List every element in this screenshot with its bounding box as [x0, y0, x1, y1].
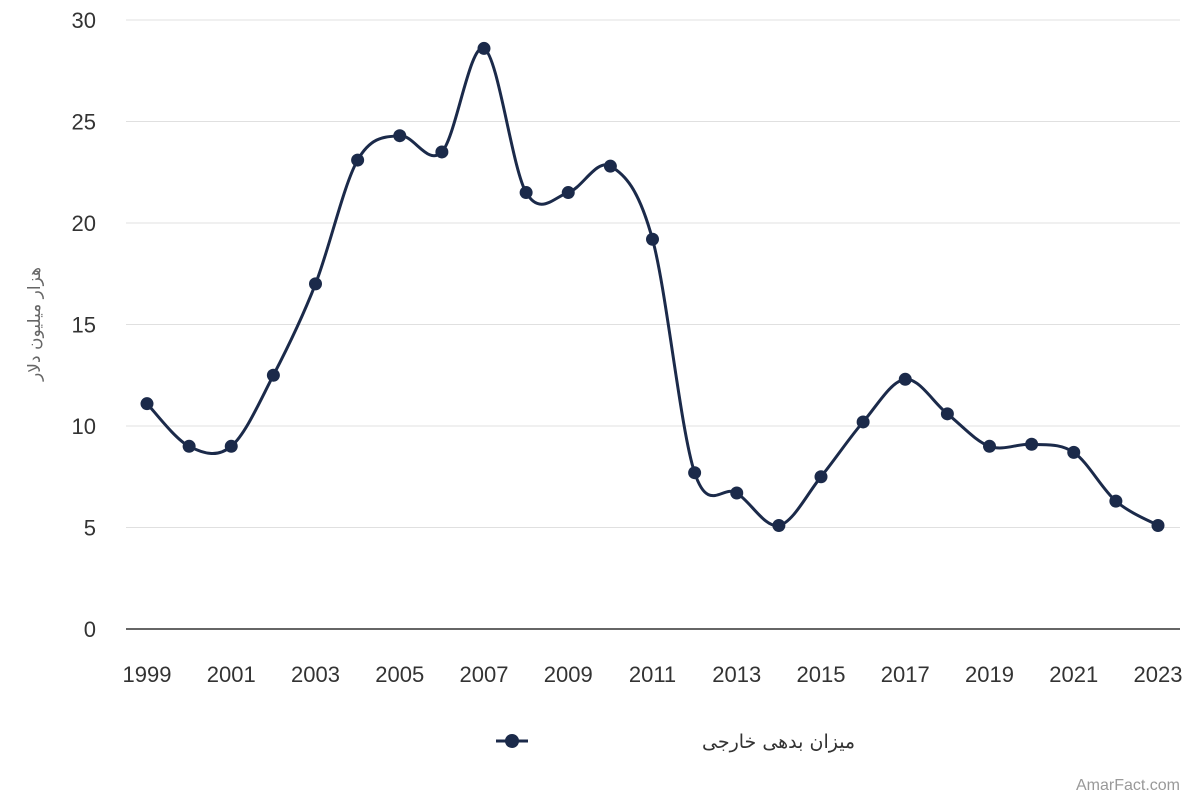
y-axis-title: هزار میلیون دلار	[25, 267, 45, 382]
data-point-marker[interactable]	[688, 466, 702, 480]
x-tick-label: 2015	[797, 662, 846, 687]
legend-label[interactable]: میزان بدهی خارجی	[702, 731, 855, 753]
data-point-marker[interactable]	[351, 153, 365, 167]
data-point-marker[interactable]	[266, 368, 280, 382]
x-tick-label: 2005	[375, 662, 424, 687]
series-line[interactable]	[145, 46, 1160, 527]
y-tick-label: 15	[72, 313, 96, 338]
data-point-marker[interactable]	[519, 186, 533, 200]
legend-marker-symbol	[505, 734, 519, 748]
x-tick-label: 2009	[544, 662, 593, 687]
x-tick-label: 2003	[291, 662, 340, 687]
data-point-marker[interactable]	[898, 372, 912, 386]
y-tick-label: 30	[72, 8, 96, 33]
y-axis: 0 5 10 15 20 25 30	[72, 8, 96, 642]
y-tick-label: 5	[84, 516, 96, 541]
data-point-marker[interactable]	[435, 145, 449, 159]
x-tick-label: 2011	[629, 662, 676, 687]
y-tick-label: 0	[84, 617, 96, 642]
legend[interactable]: میزان بدهی خارجی	[496, 731, 855, 753]
y-tick-label: 10	[72, 414, 96, 439]
y-tick-label: 25	[72, 110, 96, 135]
gridlines	[126, 19, 1180, 528]
data-point-marker[interactable]	[856, 415, 870, 429]
data-point-marker[interactable]	[561, 186, 575, 200]
data-point-marker[interactable]	[477, 41, 491, 55]
x-tick-label: 2001	[207, 662, 256, 687]
x-tick-label: 2019	[965, 662, 1014, 687]
data-point-marker[interactable]	[603, 159, 617, 173]
data-point-marker[interactable]	[1151, 518, 1165, 532]
data-point-marker[interactable]	[393, 129, 407, 143]
data-point-marker[interactable]	[182, 439, 196, 453]
data-point-marker[interactable]	[983, 439, 996, 453]
data-point-marker[interactable]	[940, 407, 954, 421]
x-tick-label: 2007	[460, 662, 509, 687]
x-tick-label: 2023	[1134, 662, 1183, 687]
x-tick-label: 2021	[1049, 662, 1098, 687]
data-point-marker[interactable]	[730, 486, 744, 500]
credit-text[interactable]: AmarFact.com	[1076, 777, 1180, 794]
x-tick-label: 2017	[881, 662, 930, 687]
x-tick-label: 2013	[712, 662, 761, 687]
y-tick-label: 20	[72, 211, 96, 236]
data-point-marker[interactable]	[646, 232, 659, 246]
series-layer[interactable]	[140, 41, 1165, 532]
data-point-marker[interactable]	[1109, 494, 1123, 508]
data-point-marker[interactable]	[224, 439, 238, 453]
data-point-marker[interactable]	[140, 397, 154, 411]
x-tick-label: 1999	[123, 662, 172, 687]
data-point-marker[interactable]	[814, 470, 828, 484]
data-point-marker[interactable]	[1067, 445, 1081, 459]
data-point-marker[interactable]	[1025, 437, 1039, 451]
data-point-marker[interactable]	[309, 277, 322, 291]
x-axis: 1999 2001 2003 2005 2007 2009 2011 2013 2015 2017…	[123, 628, 1183, 687]
data-point-marker[interactable]	[772, 518, 786, 532]
